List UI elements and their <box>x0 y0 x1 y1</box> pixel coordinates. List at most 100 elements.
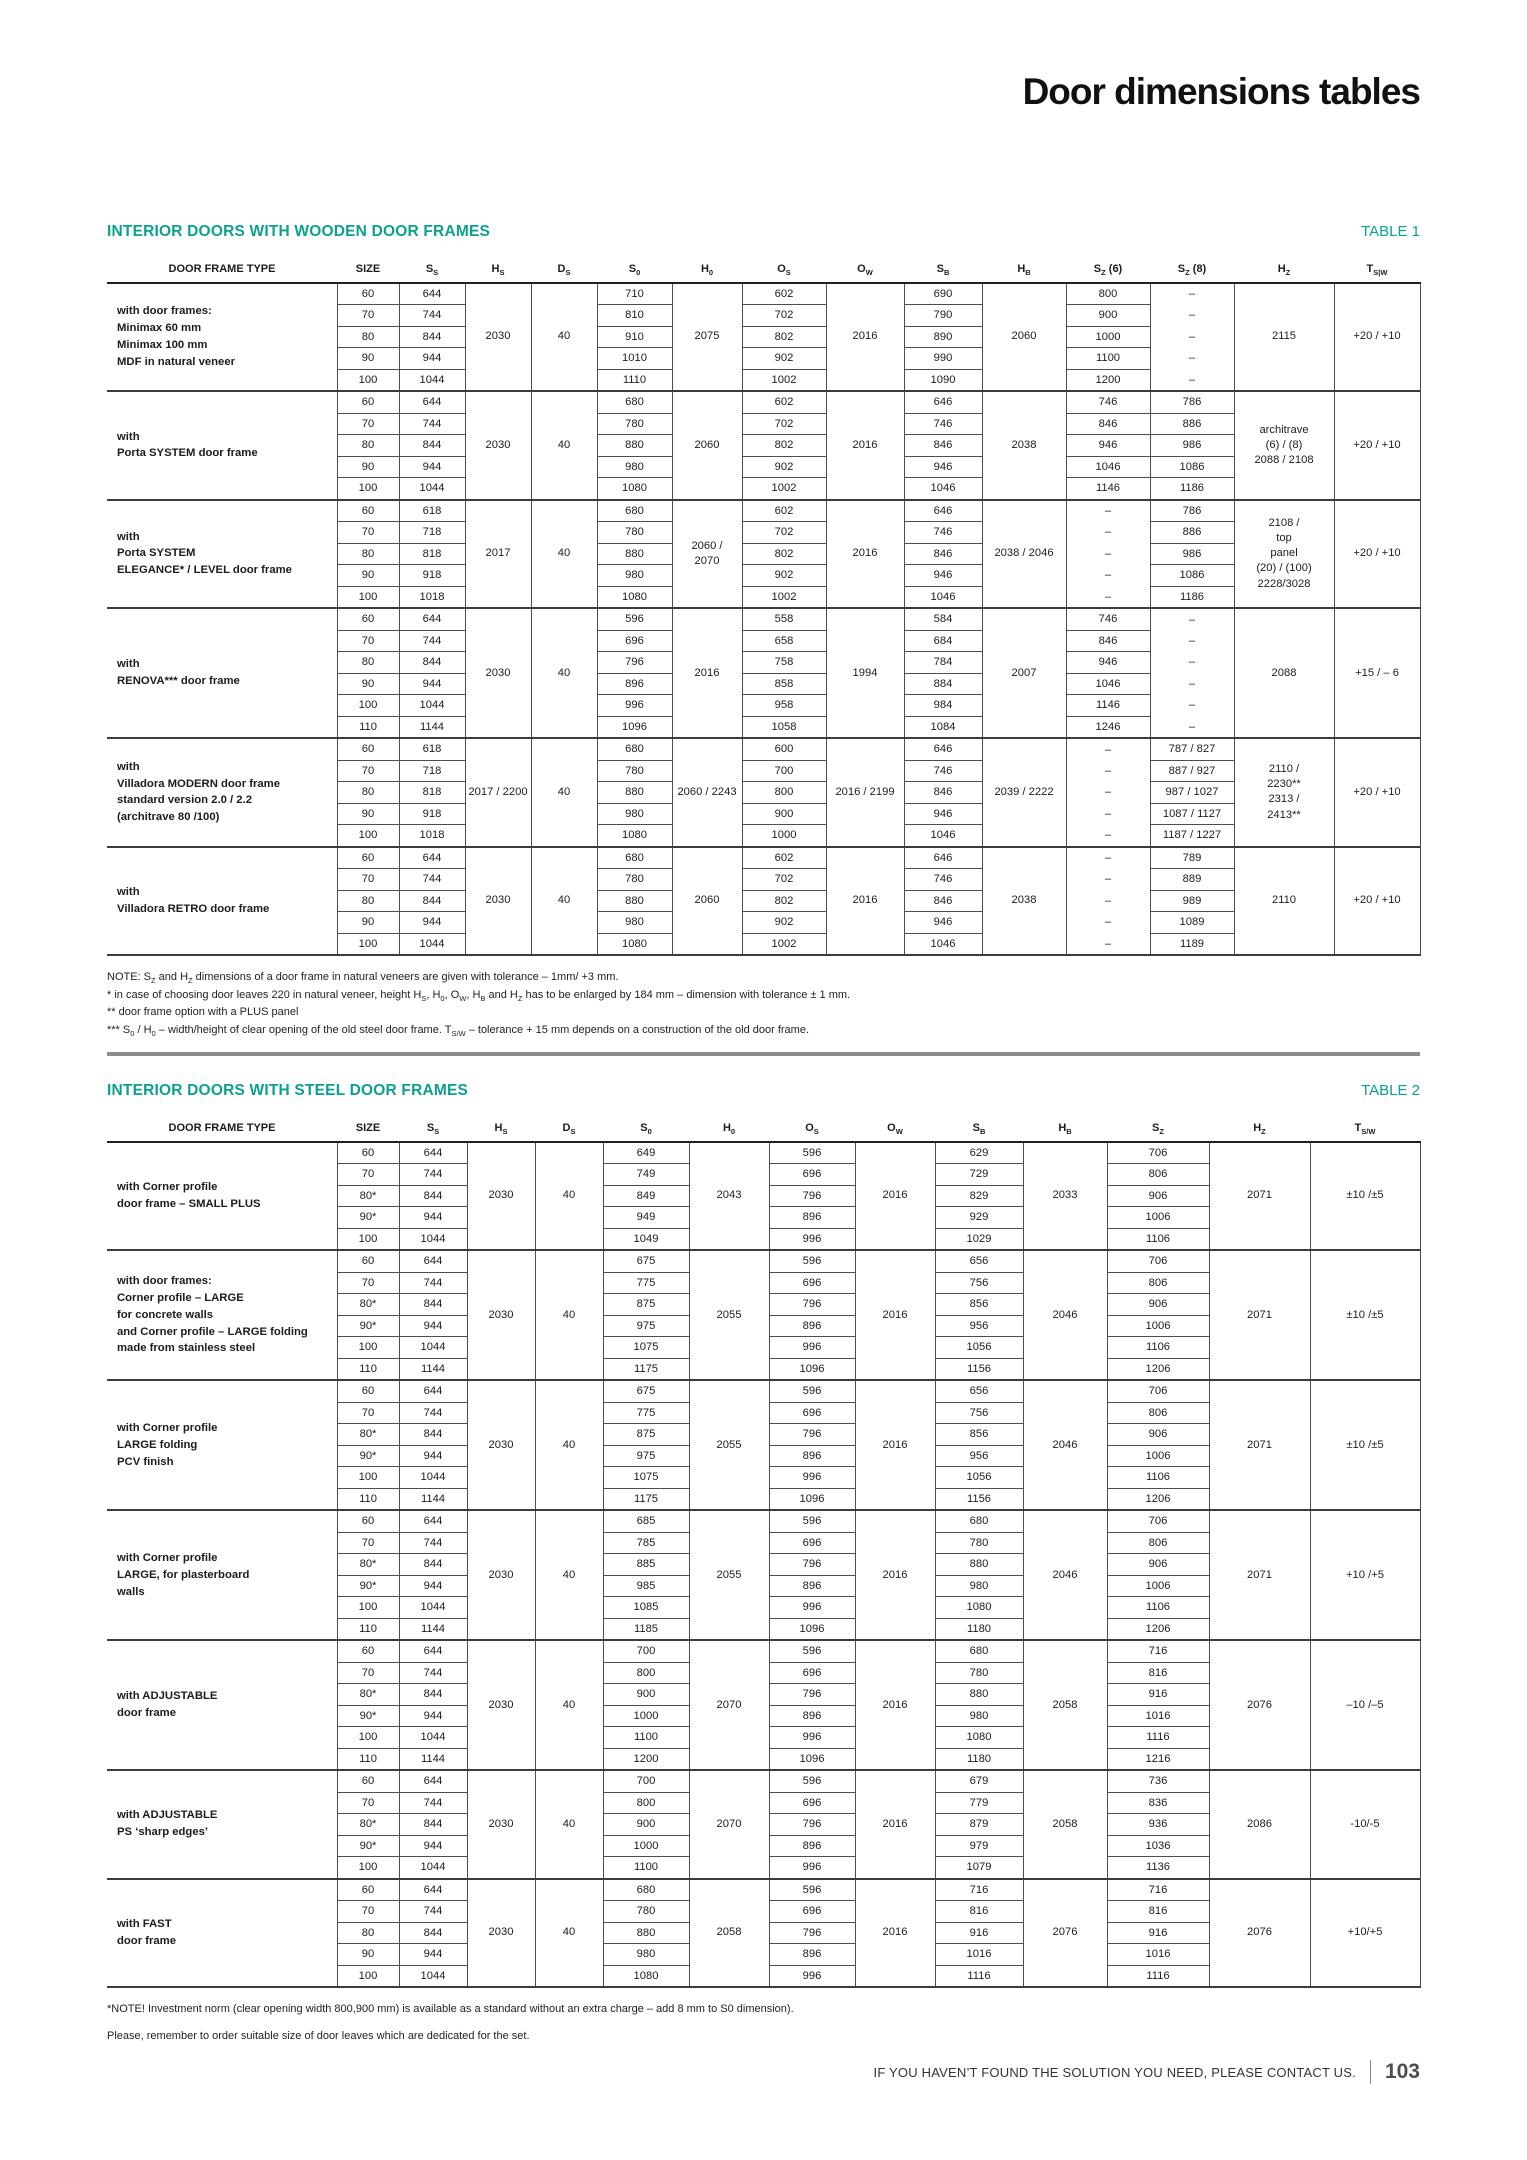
door-frame-type-cell: with RENOVA*** door frame <box>107 607 338 739</box>
s0-cell: 680 <box>596 390 673 414</box>
s0-cell: 980 <box>596 455 673 479</box>
column-header: TS/W <box>1310 1115 1420 1143</box>
table-row: 100 1044 1085 996 1080 1106 <box>107 1596 1420 1619</box>
ow-cell: 1994 <box>825 607 905 739</box>
s0-cell: 996 <box>596 694 673 717</box>
sz6-cell: 946 <box>1065 434 1151 457</box>
table-row: with Corner profile LARGE folding PCV fi… <box>107 1379 1421 1511</box>
table-row: 80 844 880 796 916 916 <box>107 1921 1420 1945</box>
os-cell: 996 <box>768 1856 856 1880</box>
os-cell: 702 <box>741 304 827 327</box>
sb-cell: 1056 <box>934 1466 1024 1489</box>
sz8-cell: – <box>1149 630 1235 652</box>
page-content: Door dimensions tables INTERIOR DOORS WI… <box>107 0 1421 2054</box>
size-cell: 70 <box>336 1163 400 1186</box>
s0-cell: 775 <box>602 1271 690 1295</box>
s0-cell: 649 <box>602 1140 690 1165</box>
column-header: SS <box>399 256 465 284</box>
size-cell: 60 <box>336 607 400 631</box>
s0-cell: 980 <box>596 802 673 826</box>
ss-cell: 644 <box>398 1249 468 1273</box>
hs-cell: 2030 <box>466 1379 536 1511</box>
sz8-cell: – <box>1149 651 1235 674</box>
size-cell: 70 <box>336 629 400 653</box>
hb-cell: 2038 / 2046 <box>981 498 1067 609</box>
sb-cell: 1084 <box>903 715 983 739</box>
sb-cell: 846 <box>903 434 983 457</box>
sb-cell: 746 <box>903 521 983 544</box>
sb-cell: 929 <box>934 1206 1024 1229</box>
s0-cell: 780 <box>596 412 673 436</box>
os-cell: 996 <box>768 1964 856 1988</box>
os-cell: 558 <box>741 607 827 631</box>
size-cell: 60 <box>336 390 400 414</box>
column-header: DS <box>535 1115 603 1143</box>
os-cell: 696 <box>768 1271 856 1295</box>
sb-cell: 846 <box>903 542 983 566</box>
ds-cell: 40 <box>530 845 598 956</box>
ow-cell: 2016 <box>854 1639 936 1771</box>
ss-cell: 844 <box>398 1293 468 1316</box>
table-row: 80 818 880 802 846 –986 <box>107 542 1420 566</box>
sb-cell: 646 <box>903 737 983 761</box>
ss-cell: 744 <box>398 412 466 436</box>
hs-cell: 2030 <box>464 390 532 500</box>
tsw-cell: +15 / – 6 <box>1333 607 1421 739</box>
sb-cell: 646 <box>903 498 983 523</box>
door-frame-type-cell: with Corner profile LARGE, for plasterbo… <box>107 1509 338 1641</box>
s0-cell: 1075 <box>602 1466 690 1489</box>
os-cell: 602 <box>741 498 827 523</box>
sb-cell: 946 <box>903 911 983 934</box>
os-cell: 900 <box>741 802 827 826</box>
sz-cell: 1116 <box>1106 1726 1210 1749</box>
s0-cell: 1085 <box>602 1596 690 1619</box>
s0-cell: 1100 <box>602 1856 690 1880</box>
s0-cell: 675 <box>602 1379 690 1403</box>
ss-cell: 744 <box>398 1900 468 1923</box>
sz-cell: 906 <box>1106 1423 1210 1446</box>
size-cell: 60 <box>336 1249 400 1273</box>
size-cell: 80 <box>336 651 400 674</box>
hz-cell: 2088 <box>1233 607 1335 739</box>
os-cell: 858 <box>741 672 827 696</box>
s0-cell: 1096 <box>596 715 673 739</box>
ds-cell: 40 <box>534 1639 604 1771</box>
table-row: 70 744 800 696 780 816 <box>107 1661 1420 1685</box>
sz-cell: 906 <box>1106 1293 1210 1316</box>
sb-cell: 980 <box>934 1574 1024 1598</box>
table-row: with ADJUSTABLE door frame 60 644 2030 40 700… <box>107 1639 1421 1771</box>
s0-cell: 1080 <box>602 1964 690 1988</box>
sz6-cell: – <box>1065 803 1151 825</box>
ss-cell: 644 <box>398 1877 468 1902</box>
tsw-cell: +20 / +10 <box>1333 498 1421 609</box>
s0-cell: 1110 <box>596 368 673 392</box>
sb-cell: 856 <box>934 1293 1024 1316</box>
door-frame-type-cell: with Villadora MODERN door frame standar… <box>107 737 338 847</box>
os-cell: 796 <box>768 1553 856 1576</box>
ss-cell: 1144 <box>398 1487 468 1511</box>
hb-cell: 2039 / 2222 <box>981 737 1067 847</box>
size-cell: 100 <box>336 694 400 717</box>
os-cell: 896 <box>768 1704 856 1728</box>
sb-cell: 646 <box>903 390 983 414</box>
sb-cell: 1180 <box>934 1617 1024 1641</box>
ss-cell: 944 <box>398 1444 468 1468</box>
table-row: 90* 944 985 896 980 1006 <box>107 1574 1420 1598</box>
ss-cell: 1018 <box>398 585 466 609</box>
sz6-cell: 746 <box>1065 390 1151 414</box>
s0-cell: 780 <box>596 868 673 891</box>
table-row: 70 744 775 696 756 806 <box>107 1401 1420 1425</box>
size-cell: 100 <box>336 1596 400 1619</box>
sz8-cell: – <box>1149 281 1235 305</box>
column-header: HB <box>1023 1115 1107 1143</box>
ss-cell: 844 <box>398 325 466 349</box>
sz8-cell: 1187 / 1227 <box>1149 824 1235 848</box>
s0-cell: 980 <box>602 1943 690 1966</box>
size-cell: 70 <box>336 1531 400 1555</box>
hs-cell: 2017 <box>464 498 532 609</box>
sb-cell: 890 <box>903 325 983 349</box>
h0-cell: 2055 <box>688 1249 770 1381</box>
os-cell: 596 <box>768 1769 856 1793</box>
sb-cell: 1056 <box>934 1336 1024 1359</box>
sz6-cell: – <box>1065 498 1151 522</box>
